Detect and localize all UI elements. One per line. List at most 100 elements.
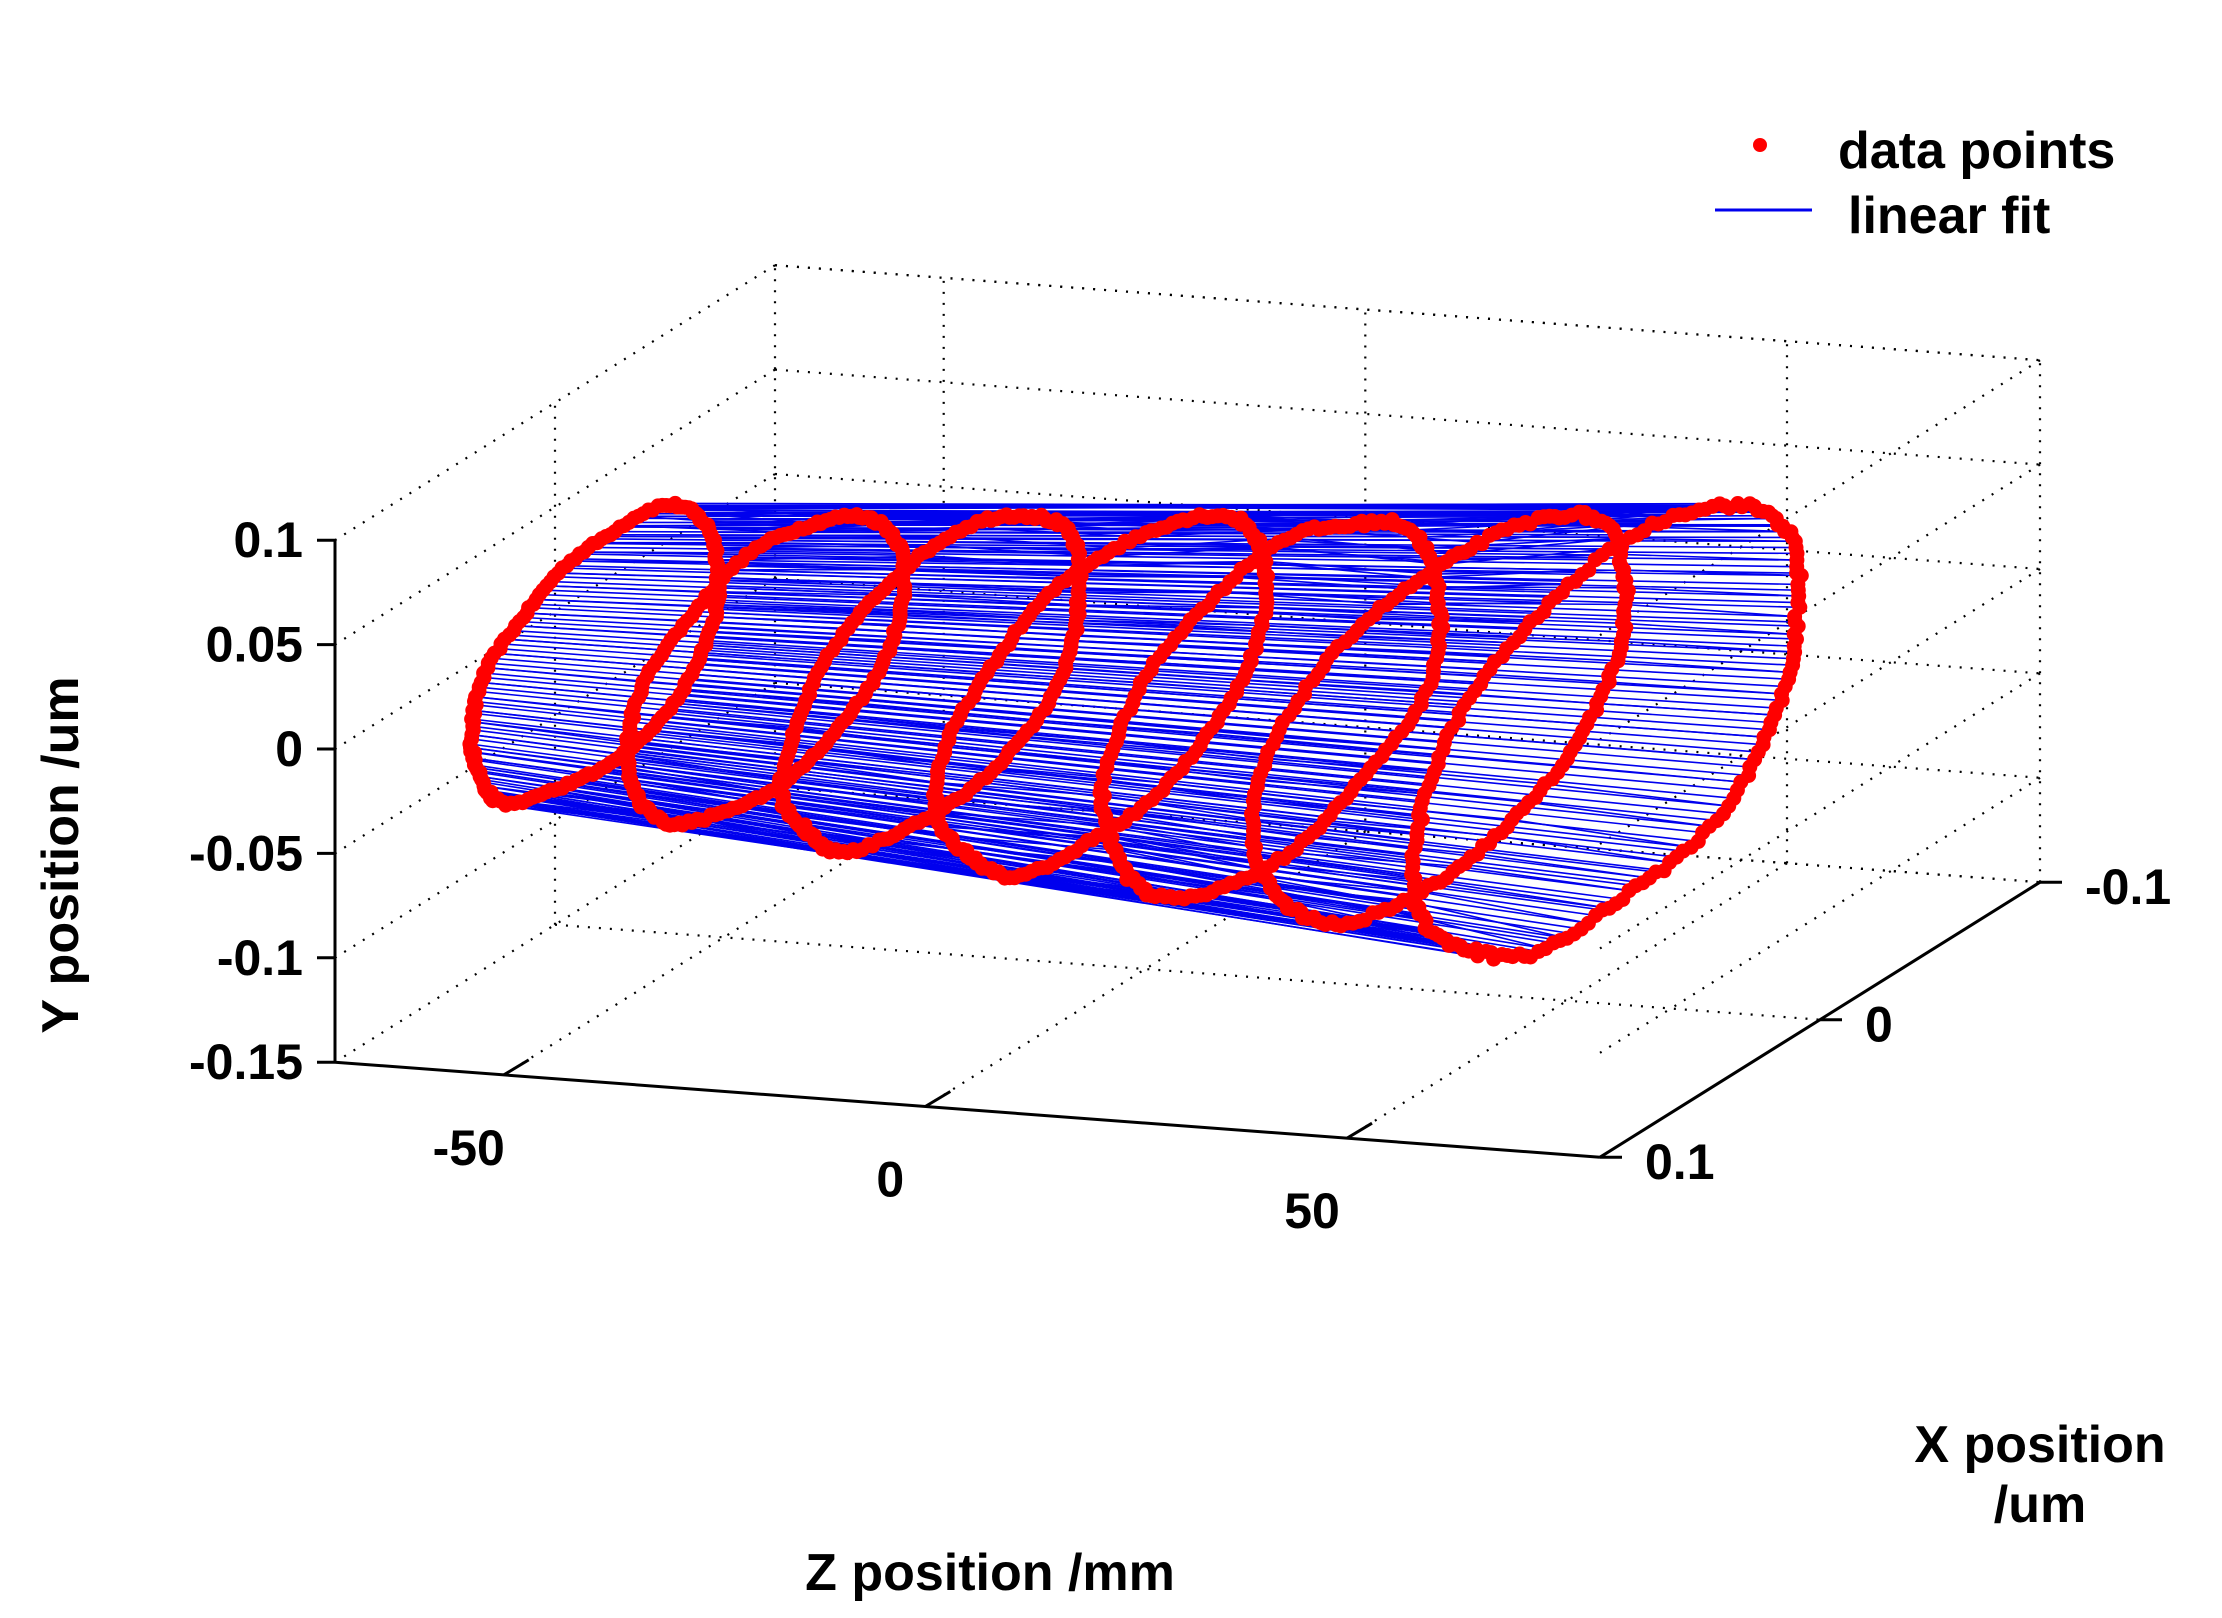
fit-line: [1230, 697, 1416, 713]
fit-line: [1107, 824, 1254, 855]
fit-line: [487, 667, 643, 683]
fit-line: [515, 624, 675, 636]
fit-line: [1304, 693, 1464, 707]
axes-layer: [317, 538, 2062, 1159]
fit-line: [1135, 528, 1309, 538]
fit-line: [1620, 553, 1797, 561]
fit-line: [814, 834, 976, 859]
fit-line: [638, 696, 802, 713]
fit-line: [848, 627, 1013, 640]
fit-line: [1403, 899, 1568, 940]
fit-line: [1290, 851, 1460, 868]
fit-line: [471, 733, 629, 757]
fit-line: [708, 630, 894, 642]
fit-line: [950, 536, 1120, 549]
fit-line: [692, 673, 868, 689]
fit-line: [1433, 670, 1610, 683]
fit-line: [938, 811, 1108, 827]
fit-line: [628, 767, 781, 794]
fit-line: [1276, 736, 1444, 751]
fit-line: [1103, 834, 1272, 867]
fit-line: [505, 804, 670, 826]
fit-line: [1324, 819, 1495, 837]
fit-line: [1120, 722, 1277, 738]
fit-line: [494, 652, 654, 667]
fit-line: [1438, 633, 1622, 643]
fit-line: [627, 741, 786, 762]
fit-line: [527, 612, 688, 622]
fit-line: [712, 537, 893, 540]
fit-line: [711, 591, 875, 599]
fit-line: [1384, 908, 1546, 950]
fit-line: [879, 671, 1057, 687]
fit-line: [736, 561, 904, 572]
fit-line: [705, 644, 885, 658]
fit-line: [788, 814, 949, 837]
fit-line: [1132, 702, 1290, 716]
x-axis-title-line2: /um: [1994, 1476, 2086, 1534]
data-point: [1098, 808, 1114, 824]
fit-line: [1575, 744, 1755, 761]
fit-line: [1624, 603, 1795, 618]
fit-line: [472, 709, 630, 729]
fit-line: [1039, 603, 1202, 610]
fit-line: [1103, 546, 1272, 558]
fit-line: [546, 585, 712, 594]
fit-line: [583, 551, 752, 554]
fit-line: [821, 746, 996, 769]
fit-line: [1494, 834, 1670, 864]
fit-line: [846, 718, 1024, 738]
grid-line-right-y: [1599, 359, 2041, 637]
fit-line: [723, 576, 890, 585]
fit-line: [661, 716, 835, 735]
fit-line: [903, 569, 1071, 578]
fit-line: [1368, 618, 1531, 623]
fit-line: [893, 639, 1071, 653]
fit-line: [1104, 778, 1254, 802]
fit-line: [1135, 812, 1309, 839]
z-axis-title: Z position /mm: [805, 1544, 1175, 1602]
fit-line: [1623, 569, 1802, 577]
fit-line: [481, 681, 639, 699]
fit-line: [1242, 679, 1426, 692]
fit-line: [966, 526, 1136, 538]
fit-line: [1152, 798, 1325, 822]
fit-line: [1425, 690, 1597, 705]
fit-line: [558, 572, 724, 579]
z-tick: [924, 1090, 952, 1108]
fit-line: [765, 792, 935, 816]
fit-line: [1414, 710, 1587, 725]
fit-line: [475, 696, 632, 715]
fit-line: [1440, 548, 1610, 566]
fit-line: [780, 534, 951, 538]
fit-line: [779, 777, 937, 800]
fit-line: [627, 754, 780, 780]
fit-line: [1217, 590, 1387, 606]
fit-line: [1266, 607, 1443, 618]
fit-line: [872, 845, 1038, 870]
fit-line: [780, 792, 939, 814]
fit-line: [1206, 732, 1386, 751]
grid-line-back-y: [774, 472, 2041, 571]
y-tick-label: 0.05: [206, 617, 303, 673]
z-tick: [1346, 1121, 1373, 1140]
legend-label-linear-fit: linear fit: [1848, 187, 2050, 245]
grid-line-floor-x: [554, 923, 1821, 1021]
fit-line: [1385, 749, 1563, 767]
fit-line: [824, 660, 988, 674]
fit-line: [1072, 635, 1256, 645]
fit-line: [1422, 569, 1589, 579]
fit-line: [1070, 575, 1237, 579]
fit-line: [1331, 652, 1495, 663]
fit-line: [669, 824, 830, 853]
fit-line: [951, 727, 1117, 743]
fit-line: [1127, 872, 1283, 902]
fit-line: [1251, 660, 1434, 672]
grid-border: [774, 264, 2041, 362]
fit-line: [1111, 836, 1259, 870]
fit-line: [699, 658, 880, 674]
x-tick-label: -0.1: [2085, 859, 2171, 915]
fit-line: [1586, 723, 1765, 738]
fit-line: [1617, 537, 1796, 543]
